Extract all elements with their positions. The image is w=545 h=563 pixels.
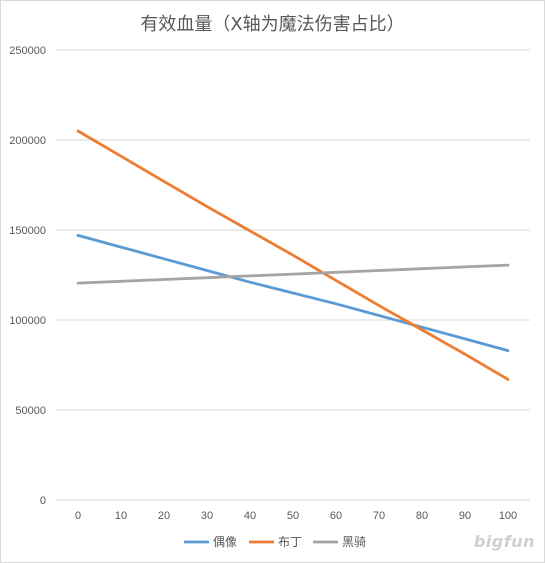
y-tick-label-3: 150000 (9, 225, 46, 237)
y-tick-label-1: 50000 (15, 405, 46, 417)
y-tick-label-5: 250000 (9, 45, 46, 57)
chart-title: 有效血量（X轴为魔法伤害占比） (140, 14, 405, 35)
x-tick-label-6: 60 (330, 510, 342, 522)
y-tick-label-2: 100000 (9, 315, 46, 327)
x-tick-label-9: 90 (459, 510, 471, 522)
legend-label-1: 布丁 (278, 535, 302, 549)
watermark-logo: bigfun (473, 532, 535, 551)
gridlines (56, 49, 530, 501)
series-line-2 (76, 263, 510, 285)
x-tick-label-7: 70 (373, 510, 385, 522)
legend-label-2: 黑骑 (342, 535, 366, 549)
y-axis-tick-labels: 0 50000 100000 150000 200000 250000 (9, 45, 46, 507)
x-tick-label-5: 50 (287, 510, 299, 522)
y-tick-label-0: 0 (40, 495, 46, 507)
x-tick-label-10: 100 (499, 510, 517, 522)
legend-label-0: 偶像 (213, 535, 237, 549)
y-tick-label-4: 200000 (9, 135, 46, 147)
x-tick-label-3: 30 (201, 510, 213, 522)
series-line-1 (76, 129, 510, 381)
x-tick-label-4: 40 (244, 510, 256, 522)
x-tick-label-2: 20 (158, 510, 170, 522)
series-line-0 (76, 233, 510, 353)
legend: 偶像 布丁 黑骑 (184, 535, 366, 549)
series-lines (76, 129, 510, 381)
x-axis-tick-labels: 0 10 20 30 40 50 60 70 80 90 100 (75, 510, 517, 522)
x-tick-label-8: 80 (416, 510, 428, 522)
x-tick-label-1: 10 (115, 510, 127, 522)
x-tick-label-0: 0 (75, 510, 81, 522)
